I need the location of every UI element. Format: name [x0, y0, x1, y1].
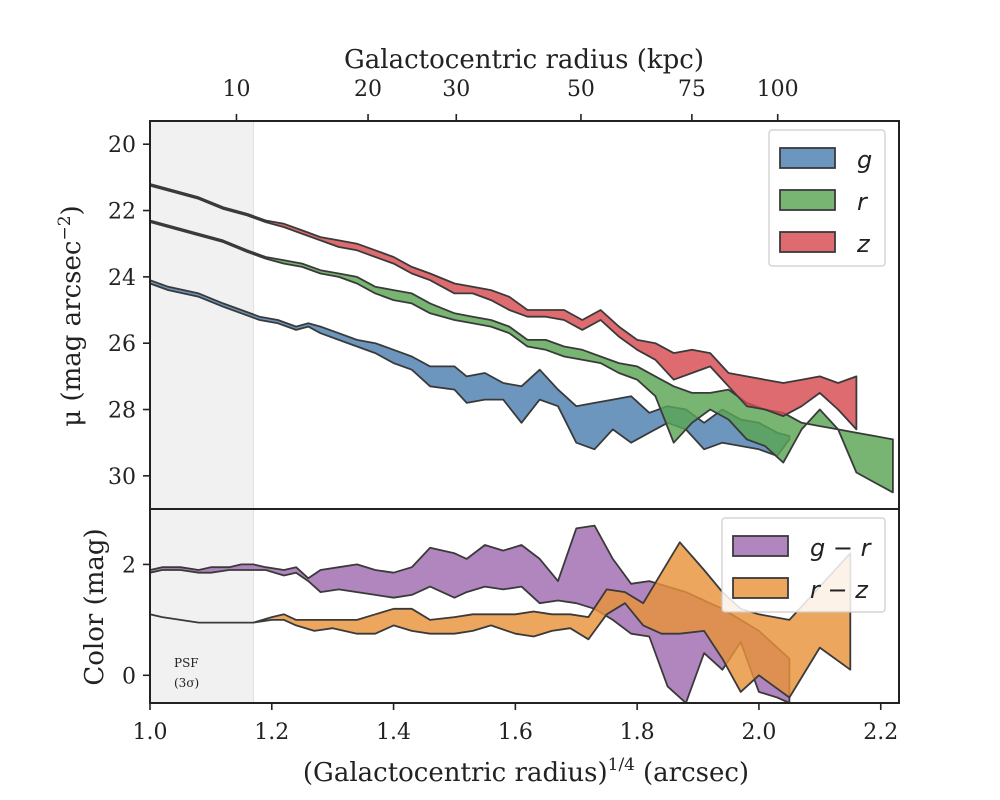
top-axis-title: Galactocentric radius (kpc)	[344, 45, 704, 75]
y-tick-label: 20	[108, 133, 136, 158]
legend-label-g: g	[857, 146, 872, 174]
top-y-title-main: μ (mag arcsec	[57, 241, 87, 427]
top-y-title-close: )	[57, 205, 87, 215]
x-tick-label: 2.0	[741, 720, 776, 745]
x-tick-label: 1.6	[498, 720, 533, 745]
band-r	[150, 219, 894, 494]
plot-frame	[149, 508, 900, 704]
bottom-y-axis-title: Color (mag)	[80, 528, 110, 685]
legend-label-rz: r − z	[810, 576, 869, 604]
psf-sigma-label: (3σ)	[174, 676, 199, 690]
top-y-axis-title: μ (mag arcsec−2)	[55, 205, 87, 426]
psf-label: PSF	[174, 656, 199, 670]
x-tick-label: 1.8	[620, 720, 655, 745]
top-y-title-exp: −2	[55, 215, 75, 240]
surface-brightness-panel: 20 22 24 26 28 30 grz 10 20 30 50 75 100	[108, 77, 900, 510]
bottom-title-unit: (arcsec)	[643, 758, 749, 788]
top-x-tick-label: 30	[442, 77, 470, 102]
x-tick-label: 1.0	[133, 720, 168, 745]
y-tick-label: 0	[122, 664, 136, 689]
color-panel: 0 2 g − r r − z 1.0 1.2 1.4 1.6 1.8 2.0 2.2	[122, 508, 900, 745]
x-tick-label: 2.2	[863, 720, 898, 745]
legend-label-r: r	[857, 188, 869, 216]
top-x-tick-label: 10	[222, 77, 250, 102]
y-tick-label: 26	[108, 332, 136, 357]
top-x-tick-label: 75	[678, 77, 706, 102]
legend-swatch-g	[779, 147, 836, 169]
legend-label-z: z	[856, 230, 871, 258]
top-x-tick-label: 20	[354, 77, 382, 102]
y-tick-label: 30	[108, 465, 136, 490]
y-tick-label: 22	[108, 200, 136, 225]
top-x-tick-label: 100	[757, 77, 799, 102]
legend-swatch-z	[779, 231, 836, 253]
psf-shaded-region	[149, 508, 255, 704]
y-tick-label: 24	[108, 266, 136, 291]
band-z	[150, 183, 858, 431]
x-tick-label: 1.2	[254, 720, 289, 745]
legend-swatch-gr	[732, 535, 789, 557]
bottom-title-main: (Galactocentric radius)	[303, 758, 608, 788]
bottom-title-exp: 1/4	[608, 755, 635, 775]
x-tick-label: 1.4	[376, 720, 411, 745]
y-tick-label: 2	[122, 553, 136, 578]
psf-shaded-region	[149, 120, 255, 510]
y-tick-label: 28	[108, 399, 136, 424]
top-x-tick-label: 50	[567, 77, 595, 102]
legend-label-gr: g − r	[810, 534, 873, 562]
legend-swatch-r	[779, 189, 836, 211]
legend-swatch-rz	[732, 577, 789, 599]
bottom-axis-title: (Galactocentric radius)1/4 (arcsec)	[303, 755, 749, 788]
